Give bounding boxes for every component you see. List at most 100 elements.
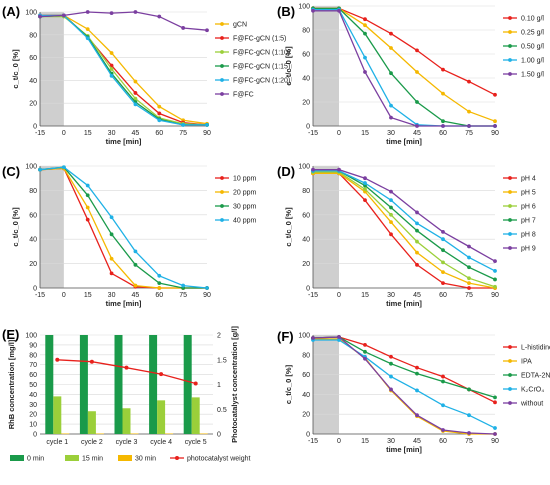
data-point bbox=[85, 27, 90, 31]
x-tick-label: 45 bbox=[413, 130, 421, 137]
bar bbox=[157, 400, 166, 434]
legend-entry: pH 7 bbox=[521, 218, 536, 225]
data-point bbox=[85, 10, 90, 14]
data-point bbox=[133, 283, 138, 288]
data-point bbox=[415, 239, 419, 244]
data-point bbox=[133, 91, 138, 95]
legend-marker bbox=[175, 456, 179, 460]
legend-marker bbox=[508, 190, 512, 194]
data-point bbox=[205, 28, 209, 33]
data-point bbox=[363, 176, 367, 181]
data-point bbox=[38, 14, 42, 19]
legend-entry: 20 ppm bbox=[233, 190, 257, 197]
data-point bbox=[389, 361, 393, 366]
data-point bbox=[389, 387, 393, 392]
y-tick-label: 60 bbox=[302, 212, 310, 219]
dark-adsorption-region bbox=[40, 166, 64, 288]
y-tick-label: 20 bbox=[302, 412, 310, 419]
data-point bbox=[415, 228, 419, 233]
data-point bbox=[389, 220, 393, 225]
data-point bbox=[311, 336, 315, 340]
data-point bbox=[467, 109, 471, 114]
data-point bbox=[389, 189, 393, 194]
legend-entry: 0.10 g/l bbox=[521, 16, 544, 23]
series-line-0 bbox=[312, 336, 496, 403]
y-tick-label: 0 bbox=[306, 432, 310, 439]
series-line-5 bbox=[39, 11, 208, 31]
legend-marker bbox=[508, 345, 512, 349]
x-axis-label: time [min] bbox=[386, 445, 422, 454]
data-point bbox=[493, 395, 497, 400]
data-point bbox=[205, 122, 209, 127]
data-point bbox=[337, 335, 341, 339]
data-point bbox=[415, 413, 419, 418]
data-point bbox=[133, 249, 138, 254]
x-tick-label: 60 bbox=[439, 438, 447, 445]
legend-entry: pH 8 bbox=[521, 232, 536, 239]
x-tick-label: 75 bbox=[465, 130, 473, 137]
bar bbox=[45, 335, 54, 434]
legend-entry: 40 ppm bbox=[233, 218, 257, 225]
data-point bbox=[363, 17, 367, 22]
data-point bbox=[109, 11, 114, 16]
bar bbox=[122, 408, 131, 434]
data-point bbox=[441, 229, 445, 234]
panel-label: (A) bbox=[2, 4, 20, 19]
y-tick-label: 20 bbox=[29, 412, 37, 419]
y-axis-label: c_t/c_0 [%] bbox=[11, 207, 20, 247]
data-point bbox=[467, 124, 471, 128]
y-tick-label: 40 bbox=[29, 392, 37, 399]
x-axis-label: time [min] bbox=[106, 137, 142, 146]
y-tick-label: 80 bbox=[302, 352, 310, 359]
y-tick-label: 0 bbox=[33, 432, 37, 439]
data-point bbox=[389, 46, 393, 50]
legend-entry: pH 5 bbox=[521, 190, 536, 197]
x-tick-label: 15 bbox=[361, 438, 369, 445]
data-point bbox=[467, 431, 471, 435]
series-line-1 bbox=[313, 172, 496, 289]
data-point bbox=[441, 119, 445, 124]
legend-marker bbox=[508, 58, 512, 62]
x-tick-label: 75 bbox=[465, 292, 473, 299]
legend-entry: photocatalyst weight bbox=[187, 456, 250, 463]
panel-label: (C) bbox=[2, 164, 20, 179]
data-point bbox=[363, 181, 367, 185]
y-tick-label: 0 bbox=[33, 124, 37, 131]
y-tick-label: 0 bbox=[306, 286, 310, 293]
y-tick-label: 20 bbox=[302, 261, 310, 268]
data-point bbox=[467, 79, 471, 84]
y2-tick-label: 0 bbox=[217, 432, 221, 439]
y-tick-label: 40 bbox=[302, 76, 310, 83]
data-point bbox=[493, 269, 497, 273]
data-point bbox=[157, 281, 162, 286]
data-point bbox=[441, 270, 445, 275]
y-tick-label: 0 bbox=[306, 124, 310, 131]
data-point bbox=[133, 102, 138, 107]
legend-entry: K₂CrO₄ bbox=[521, 387, 544, 394]
data-point bbox=[363, 343, 367, 347]
x-axis-label: time [min] bbox=[386, 299, 422, 308]
y2-axis-label: Photocatalyst concentration [g/l] bbox=[230, 326, 239, 443]
bar bbox=[199, 433, 208, 435]
y2-tick-label: 0.5 bbox=[217, 407, 227, 414]
y-tick-label: 100 bbox=[25, 333, 37, 340]
y-tick-label: 80 bbox=[29, 32, 37, 39]
y2-tick-label: 1.5 bbox=[217, 357, 227, 364]
dark-adsorption-region bbox=[40, 12, 64, 126]
data-point bbox=[493, 432, 497, 436]
legend-entry: pH 4 bbox=[521, 176, 536, 183]
legend-entry: F@FC-gCN (1:15) bbox=[233, 64, 290, 71]
data-point bbox=[89, 359, 94, 364]
data-point bbox=[441, 124, 445, 128]
x-tick-label: cycle 5 bbox=[185, 439, 207, 446]
legend-entry: pH 6 bbox=[521, 204, 536, 211]
data-point bbox=[441, 91, 445, 96]
data-point bbox=[389, 31, 393, 36]
x-tick-label: 75 bbox=[179, 292, 187, 299]
y-tick-label: 40 bbox=[29, 78, 37, 85]
x-tick-label: 30 bbox=[387, 292, 395, 299]
data-point bbox=[389, 205, 393, 210]
series-line-1 bbox=[313, 7, 496, 122]
